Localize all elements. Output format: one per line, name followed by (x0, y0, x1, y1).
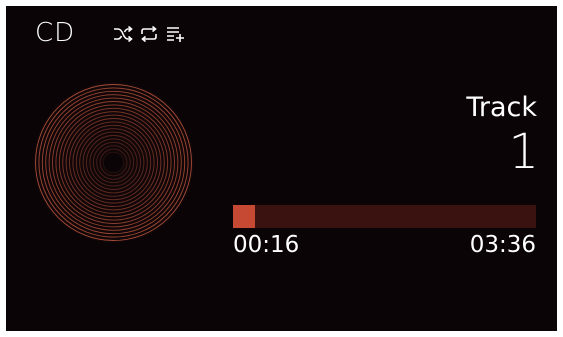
media-player-screen: CD Track 1 (6, 6, 557, 331)
cd-disc-icon (33, 82, 194, 243)
source-label: CD (35, 18, 76, 48)
elapsed-time: 00:16 (233, 232, 300, 258)
total-time: 03:36 (469, 232, 536, 258)
repeat-icon[interactable] (136, 23, 162, 45)
progress-bar[interactable] (233, 205, 536, 228)
track-label: Track (466, 92, 537, 123)
track-number: 1 (508, 124, 539, 180)
shuffle-icon[interactable] (110, 23, 136, 45)
playback-mode-icons (110, 22, 188, 46)
playlist-add-icon[interactable] (162, 23, 188, 45)
progress-fill (233, 205, 256, 228)
